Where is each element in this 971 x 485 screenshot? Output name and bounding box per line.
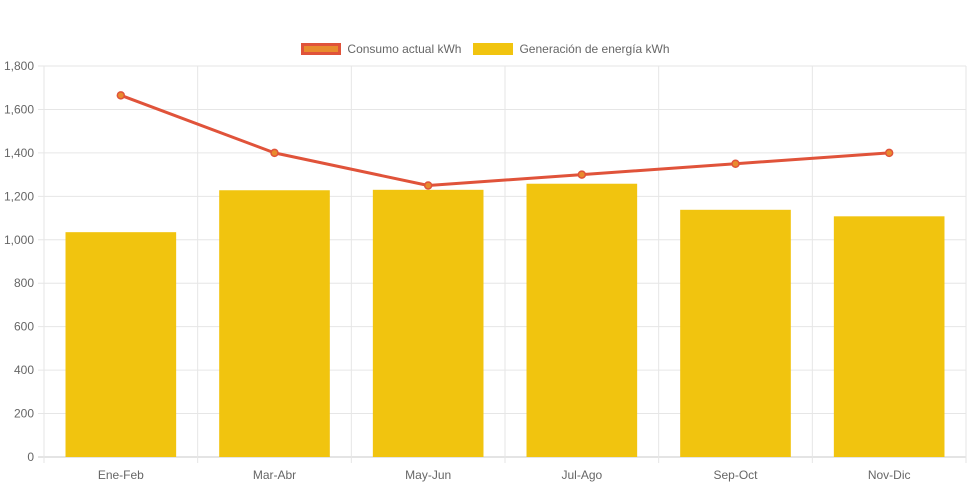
point-consumo[interactable] [423, 181, 433, 190]
bar-generacion[interactable] [833, 216, 945, 457]
point-consumo[interactable] [884, 148, 894, 158]
y-tick-label: 1,600 [4, 102, 34, 116]
legend-swatch-generacion [473, 43, 514, 55]
x-tick-label: Sep-Oct [713, 468, 758, 482]
legend-label-generacion: Generación de energía kWh [519, 42, 670, 56]
y-tick-label: 0 [27, 450, 34, 464]
legend-swatch-consumo [301, 43, 342, 55]
bar-generacion[interactable] [219, 190, 330, 458]
point-consumo[interactable] [731, 159, 740, 168]
line-consumo [120, 93, 890, 187]
bar-generacion[interactable] [65, 232, 177, 457]
x-tick-label: May-Jun [405, 468, 451, 482]
bar-generacion[interactable] [372, 189, 484, 458]
y-tick-label: 1,400 [4, 146, 34, 160]
y-tick-label: 400 [14, 363, 34, 377]
chart-legend: Consumo actual kWh Generación de energía… [0, 42, 971, 56]
y-tick-label: 200 [14, 407, 34, 421]
point-consumo[interactable] [577, 170, 587, 179]
bar-generacion[interactable] [680, 209, 791, 457]
legend-item-consumo[interactable]: Consumo actual kWh [301, 42, 461, 56]
y-tick-label: 1,800 [4, 59, 34, 73]
x-tick-label: Ene-Feb [98, 468, 144, 482]
y-tick-label: 600 [14, 320, 34, 334]
legend-label-consumo: Consumo actual kWh [347, 42, 462, 56]
legend-item-generacion[interactable]: Generación de energía kWh [473, 42, 670, 56]
y-tick-label: 800 [14, 276, 34, 290]
point-consumo[interactable] [270, 148, 279, 158]
x-tick-label: Jul-Ago [561, 468, 602, 482]
y-tick-label: 1,000 [4, 233, 34, 247]
bar-generacion[interactable] [526, 183, 638, 458]
x-tick-label: Mar-Abr [253, 468, 296, 482]
y-tick-label: 1,200 [4, 189, 34, 203]
x-tick-label: Nov-Dic [868, 468, 911, 482]
point-consumo[interactable] [116, 91, 126, 100]
